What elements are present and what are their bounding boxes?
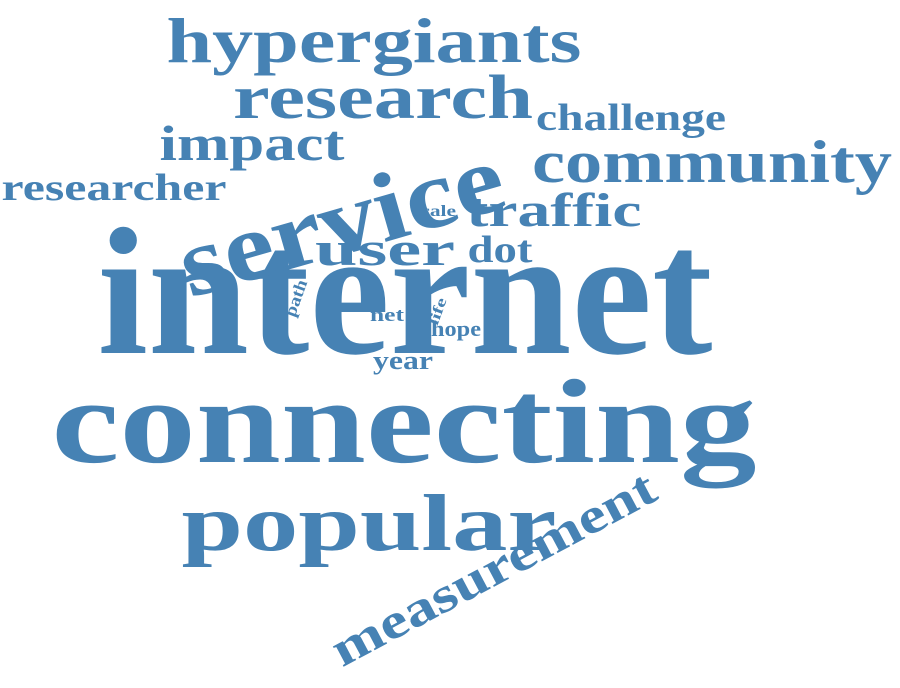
word-dot: dot	[468, 229, 533, 271]
word-user: user	[315, 223, 455, 276]
word-scale: scale	[412, 203, 456, 220]
word-challenge: challenge	[536, 97, 726, 139]
word-cloud-words: internetconnectingservicepopularhypergia…	[2, 5, 893, 677]
word-connecting: connecting	[52, 355, 757, 489]
word-research: research	[233, 64, 533, 132]
word-year: year	[373, 346, 433, 375]
word-traffic: traffic	[467, 184, 642, 237]
word-internet: internet	[98, 192, 713, 393]
word-popular: popular	[182, 480, 557, 568]
word-net: net	[370, 305, 405, 326]
word-impact: impact	[160, 115, 345, 171]
word-researcher: researcher	[2, 167, 227, 209]
word-community: community	[532, 129, 892, 195]
word-hypergiants: hypergiants	[167, 5, 582, 76]
word-hope: hope	[431, 316, 481, 341]
